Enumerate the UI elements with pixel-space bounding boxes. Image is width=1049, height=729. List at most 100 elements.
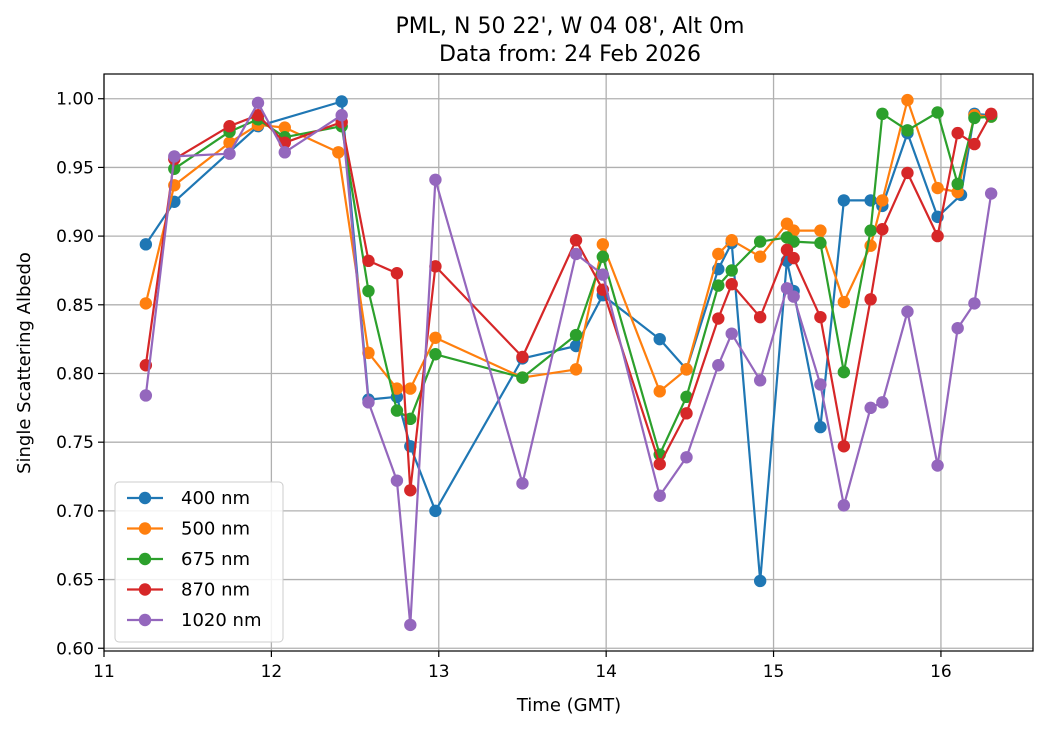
data-point [429,173,442,186]
data-point [901,124,914,137]
legend-marker [138,522,152,535]
data-point [390,267,404,280]
data-point [753,235,767,248]
data-point [569,247,583,261]
data-point [951,126,964,140]
data-point [876,396,889,409]
data-point [139,389,153,402]
data-point [429,260,442,273]
data-point [876,223,889,236]
data-point [931,459,944,472]
data-point [516,350,529,364]
data-point [951,321,964,335]
data-point [429,331,442,344]
axis-ticks: 11 12 13 14 15 16 0.60 0.65 0.70 0.75 0.80 0.85 0.90… [56,90,952,682]
y-tick-label: 1.00 [56,90,94,110]
data-point [335,95,348,108]
data-point [837,440,851,453]
data-point [429,504,442,518]
data-point [837,365,851,379]
data-point [780,243,794,257]
data-point [569,363,583,376]
data-point [901,305,914,318]
legend-item: 1020 nm [127,610,261,631]
x-axis-label: Time (GMT) [516,695,621,716]
data-point [753,374,767,387]
data-point [516,371,529,384]
data-point [814,420,827,434]
data-point [725,277,738,291]
data-point [569,339,583,353]
data-point [753,574,767,588]
data-point [787,290,800,303]
y-tick-label: 0.70 [56,502,94,522]
data-point [725,327,738,340]
data-point [362,254,375,268]
y-tick-label: 0.80 [56,364,94,384]
data-point [390,404,404,417]
data-point [429,348,442,361]
data-point [864,293,877,306]
data-point [901,166,914,180]
x-tick-label: 11 [93,662,115,682]
data-point [712,312,725,325]
chart-subtitle: Data from: 24 Feb 2026 [439,42,701,67]
series-layer [139,93,998,632]
data-point [968,297,981,310]
y-tick-label: 0.85 [56,296,94,316]
data-point [278,121,291,134]
y-tick-label: 0.60 [56,639,94,659]
legend-label: 400 nm [181,488,250,509]
data-point [725,264,738,277]
legend-item: 400 nm [127,488,250,509]
data-point [596,268,610,281]
data-point [278,146,291,159]
data-point [814,310,827,324]
data-point [753,310,767,324]
data-point [335,109,348,122]
data-point [712,359,725,372]
data-point [725,234,738,247]
data-point [931,229,944,243]
data-point [931,181,944,195]
data-point [404,618,417,632]
legend-label: 870 nm [181,580,250,601]
data-point [168,162,181,175]
data-point [968,111,981,125]
data-point [984,187,998,200]
x-tick-label: 16 [930,662,952,682]
data-point [223,147,236,160]
data-point [390,382,404,395]
y-tick-label: 0.90 [56,227,94,247]
x-tick-label: 14 [595,662,617,682]
data-point [712,279,725,292]
series-line [173,111,992,456]
axes-frame [103,73,1034,652]
data-point [404,412,417,426]
data-point [362,396,375,409]
legend: 400 nm 500 nm 675 nm 870 nm 1020 nm [114,481,284,643]
data-point [653,489,666,502]
data-point [362,284,375,298]
x-tick-label: 12 [261,662,283,682]
data-point [139,238,153,251]
data-point [596,238,610,251]
data-point [404,382,417,395]
data-point [931,106,944,119]
legend-label: 500 nm [181,519,250,540]
data-point [876,107,889,121]
data-point [787,251,800,265]
legend-box [114,481,284,643]
x-tick-label: 13 [428,662,450,682]
y-tick-label: 0.65 [56,571,94,591]
data-point [814,224,827,237]
data-point [653,332,666,346]
legend-marker [138,491,152,505]
data-point [516,477,529,490]
data-point [951,177,964,191]
data-point [362,346,375,360]
data-point [569,234,583,247]
data-point [901,93,914,107]
data-point [332,146,345,159]
